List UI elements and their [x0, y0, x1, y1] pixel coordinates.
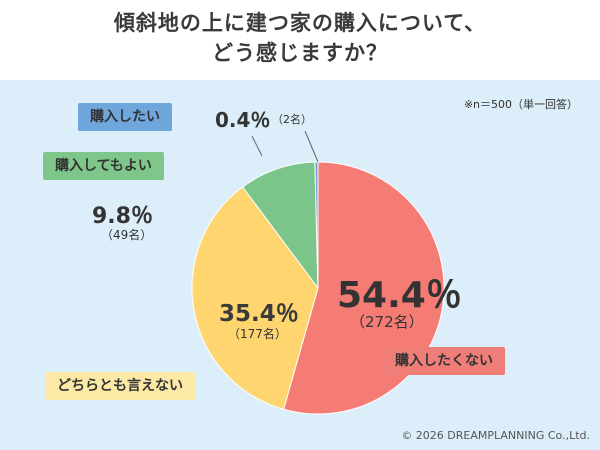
slice-label-may-buy: 購入してもよい [43, 152, 164, 180]
chart-title-line-2: どう感じますか？ [212, 41, 388, 65]
slice-percent-may-buy: 9.8％ [92, 204, 153, 229]
slice-count-may-buy: （49名） [101, 228, 153, 242]
slice-label-want-to-buy: 購入したい [78, 103, 172, 131]
slice-percent-not-buy: 54.4％ [337, 275, 462, 316]
slice-label-not-buy: 購入したくない [383, 347, 505, 375]
slice-may-buy [241, 161, 319, 290]
slice-count-want-to-buy: （2名） [272, 113, 312, 126]
slice-count-neutral: （177名） [228, 327, 287, 341]
slice-percent-want-to-buy: 0.4％ [215, 108, 271, 132]
slice-percent-neutral: 35.4％ [219, 301, 299, 327]
copyright-text: © 2026 DREAMPLANNING Co.,Ltd. [401, 429, 590, 442]
leader-line-blue [304, 130, 319, 163]
slice-count-not-buy: （272名） [350, 313, 424, 331]
chart-title-line-1: 傾斜地の上に建つ家の購入について、 [113, 11, 487, 35]
slice-label-neutral: どちらとも言えない [45, 372, 195, 400]
title-banner: 傾斜地の上に建つ家の購入について、 どう感じますか？ [0, 0, 600, 80]
slice-neutral [191, 186, 319, 410]
sample-size-note: ※n＝500（単一回答） [463, 98, 578, 111]
leader-line-green [251, 135, 263, 157]
